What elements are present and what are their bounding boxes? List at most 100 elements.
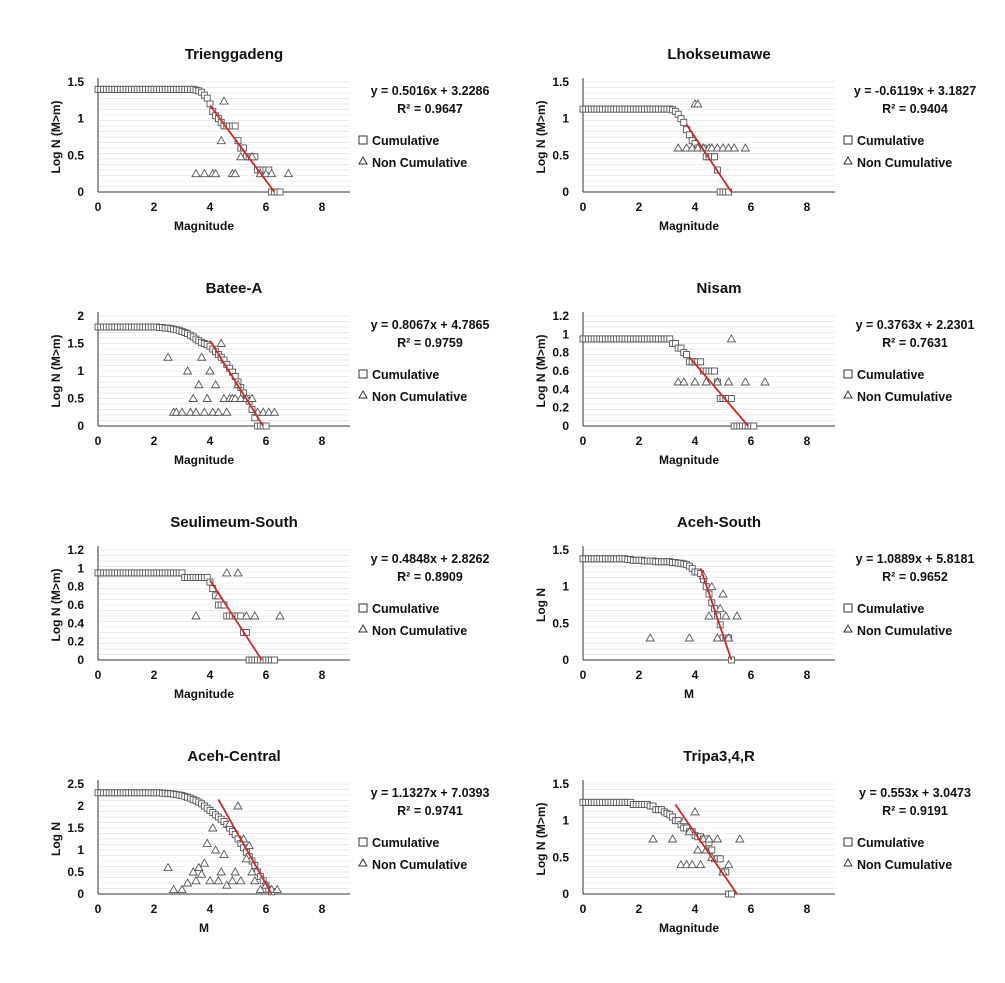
y-tick-label: 0.5 — [552, 850, 569, 864]
y-tick-label: 1 — [77, 112, 84, 126]
non-cumulative-point — [723, 633, 734, 642]
non-cumulative-point — [216, 867, 226, 876]
non-cumulative-point — [679, 377, 689, 386]
legend-cumulative: Cumulative — [372, 836, 439, 850]
y-tick-label: 1 — [77, 561, 84, 575]
x-tick-label: 2 — [636, 668, 643, 682]
y-tick-label: 0 — [562, 419, 569, 433]
non-cumulative-point — [194, 862, 204, 872]
regression-equation: y = 0.8067x + 4.7865 — [371, 318, 490, 332]
y-tick-label: 0.5 — [67, 148, 84, 162]
x-axis-label: Magnitude — [659, 219, 719, 233]
non-cumulative-point — [163, 352, 173, 361]
non-cumulative-point — [233, 568, 243, 577]
cumulative-point — [262, 422, 270, 430]
non-cumulative-point — [684, 826, 695, 836]
x-tick-label: 4 — [692, 200, 699, 214]
non-cumulative-point — [233, 801, 243, 810]
x-tick-label: 4 — [692, 902, 699, 916]
regression-equation: y = 1.0889x + 5.8181 — [856, 552, 975, 566]
non-cumulative-point — [202, 838, 212, 847]
chart-title: Aceh-South — [677, 514, 761, 531]
non-cumulative-point — [202, 393, 212, 402]
cumulative-point — [727, 395, 735, 402]
y-tick-label: 2.5 — [67, 777, 84, 791]
r-squared: R² = 0.9741 — [397, 804, 463, 818]
x-tick-label: 4 — [207, 434, 214, 448]
legend-square-icon — [358, 603, 368, 613]
non-cumulative-point — [213, 407, 224, 416]
non-cumulative-point — [718, 589, 728, 598]
y-axis-label: Log N (M>m) — [534, 335, 548, 408]
legend-cumulative: Cumulative — [372, 602, 439, 616]
legend-cumulative: Cumulative — [857, 368, 924, 382]
chart-panel-trienggadeng: Trienggadeng 0 2 4 6 8 0 0.5 1 1.5 Magnitude Log N … — [0, 0, 502, 240]
non-cumulative-point — [236, 151, 246, 161]
x-tick-label: 6 — [263, 434, 270, 448]
cumulative-point — [270, 656, 278, 664]
non-cumulative-point — [726, 334, 737, 343]
y-tick-label: 0 — [562, 887, 569, 901]
non-cumulative-point — [205, 875, 215, 885]
non-cumulative-point — [196, 869, 207, 878]
non-cumulative-point — [701, 377, 711, 386]
non-cumulative-point — [236, 393, 246, 402]
non-cumulative-point — [693, 845, 703, 854]
y-tick-label: 0 — [77, 887, 84, 901]
non-cumulative-point — [191, 611, 201, 620]
chart-panel-nisam: Nisam 0 2 4 6 8 0 0.2 0.4 0.6 0.8 1 1.2 Magnitude Log … — [485, 234, 987, 474]
y-tick-label: 1.5 — [67, 821, 84, 835]
cumulative-point — [697, 358, 705, 366]
r-squared: R² = 0.9191 — [882, 804, 948, 818]
non-cumulative-point — [219, 849, 229, 858]
x-axis-label: Magnitude — [174, 219, 234, 233]
regression-equation: y = -0.6119x + 3.1827 — [854, 84, 976, 98]
non-cumulative-point — [188, 393, 198, 402]
regression-line — [685, 124, 733, 193]
regression-line — [674, 804, 738, 895]
r-squared: R² = 0.9759 — [397, 336, 463, 350]
non-cumulative-point — [721, 611, 731, 620]
chart-svg: Seulimeum-South 0 2 4 6 8 0 0.2 0.4 0.6 0.8 1 1.2 Mag… — [49, 514, 489, 701]
non-cumulative-point — [729, 143, 739, 152]
y-tick-label: 1 — [562, 327, 569, 341]
y-axis-label: Log N (M>m) — [49, 101, 63, 174]
non-cumulative-point — [182, 366, 193, 375]
non-cumulative-point — [715, 603, 725, 613]
legend-triangle-icon — [358, 155, 368, 165]
non-cumulative-point — [704, 611, 714, 620]
non-cumulative-point — [690, 377, 700, 386]
y-tick-label: 0 — [562, 185, 569, 199]
cumulative-point — [206, 100, 214, 108]
y-tick-label: 1.2 — [552, 309, 569, 323]
non-cumulative-point — [712, 143, 723, 152]
non-cumulative-point — [723, 143, 734, 152]
non-cumulative-point — [230, 867, 240, 876]
legend-triangle-icon — [843, 155, 853, 165]
cumulative-point — [750, 422, 758, 430]
y-tick-label: 0 — [77, 419, 84, 433]
regression-line — [209, 579, 263, 661]
non-cumulative-point — [177, 407, 187, 416]
legend-non-cumulative: Non Cumulative — [372, 624, 467, 638]
non-cumulative-point — [735, 834, 745, 843]
x-tick-label: 6 — [748, 434, 755, 448]
non-cumulative-point — [681, 143, 692, 152]
x-axis-label: Magnitude — [659, 921, 719, 935]
non-cumulative-point — [684, 633, 695, 642]
non-cumulative-point — [676, 859, 686, 869]
chart-title: Batee-A — [206, 280, 263, 297]
non-cumulative-point — [250, 875, 260, 885]
chart-title: Aceh-Central — [187, 748, 280, 765]
chart-svg: Nisam 0 2 4 6 8 0 0.2 0.4 0.6 0.8 1 1.2 Magnitude Log … — [534, 280, 974, 467]
x-tick-label: 2 — [151, 902, 158, 916]
legend-non-cumulative: Non Cumulative — [857, 156, 952, 170]
cumulative-point — [727, 656, 735, 664]
non-cumulative-point — [723, 377, 734, 386]
chart-svg: Lhokseumawe 0 2 4 6 8 0 0.5 1 1.5 Magnitude Log N (… — [534, 46, 976, 233]
non-cumulative-point — [244, 840, 254, 850]
non-cumulative-point — [191, 407, 201, 416]
non-cumulative-point — [247, 867, 257, 876]
non-cumulative-point — [740, 143, 751, 152]
non-cumulative-point — [673, 143, 683, 152]
